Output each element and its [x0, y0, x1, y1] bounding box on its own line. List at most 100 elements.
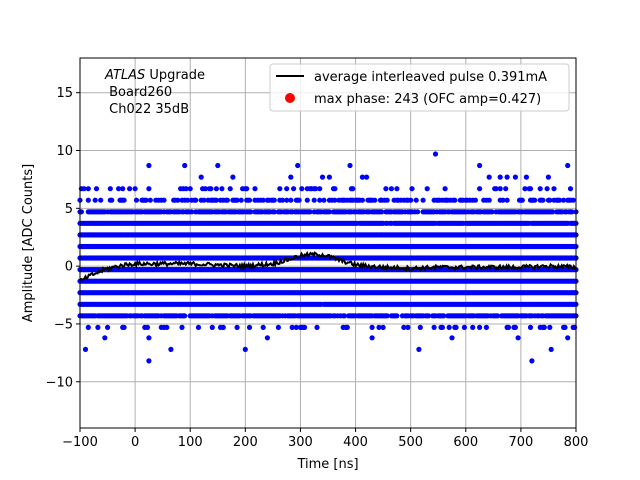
sample-point — [569, 209, 575, 215]
sample-outlier-point — [565, 162, 571, 169]
sample-point — [523, 174, 530, 180]
sample-point — [121, 324, 127, 330]
average-pulse-path — [79, 250, 577, 281]
sample-point — [446, 324, 452, 330]
sample-point — [288, 174, 294, 180]
sample-point — [505, 324, 512, 330]
sample-point — [453, 324, 459, 330]
sample-point — [284, 186, 290, 192]
sample-point — [545, 174, 552, 180]
sample-point — [383, 186, 389, 192]
y-axis: −10 −5 0 5 10 15 — [46, 86, 80, 390]
sample-point — [486, 174, 492, 180]
sample-point — [326, 174, 332, 180]
sample-point — [550, 209, 556, 215]
sample-outlier-point — [432, 151, 439, 157]
annotation-line-1: ATLAS Upgrade — [104, 68, 205, 83]
sample-point — [95, 324, 101, 330]
sample-point — [132, 186, 138, 192]
sample-point — [504, 197, 510, 203]
sample-point — [424, 186, 430, 192]
legend-box — [269, 63, 570, 112]
sample-point — [401, 324, 407, 330]
sample-point — [183, 186, 189, 192]
legend-marker-swatch — [285, 93, 295, 103]
x-tick-label: 800 — [564, 435, 589, 450]
sample-point — [252, 186, 258, 192]
sample-outlier-point — [242, 346, 248, 352]
sample-point — [547, 324, 553, 330]
sample-point — [489, 209, 495, 215]
y-tick-label: 5 — [65, 202, 73, 217]
sample-point — [503, 186, 509, 192]
sample-point — [540, 197, 546, 203]
sample-point — [394, 313, 400, 319]
sample-outlier-point — [529, 358, 535, 364]
sample-point — [415, 209, 421, 215]
sample-outlier-point — [295, 162, 301, 169]
sample-point — [567, 186, 574, 192]
sample-point — [527, 186, 534, 192]
sample-point — [195, 324, 202, 330]
y-tick-label: −5 — [54, 317, 73, 332]
sample-point — [275, 324, 281, 330]
sample-point — [175, 197, 181, 203]
sample-point — [189, 209, 195, 215]
sample-point — [461, 324, 467, 330]
x-axis-label: Time [ns] — [296, 457, 358, 472]
sample-point — [332, 197, 338, 203]
sample-point — [417, 324, 423, 330]
sample-point — [230, 174, 236, 180]
legend-entry-average-pulse: average interleaved pulse 0.391mA — [314, 70, 547, 85]
sample-point — [293, 324, 299, 330]
sample-point — [420, 197, 426, 203]
sample-point — [477, 324, 483, 330]
sample-outlier-point — [102, 335, 108, 341]
sample-point — [409, 186, 415, 192]
sample-point — [372, 197, 378, 203]
sample-point — [522, 186, 528, 192]
sample-point — [394, 186, 400, 192]
sample-point — [500, 197, 506, 203]
x-tick-label: 0 — [131, 435, 139, 450]
sample-point — [317, 197, 323, 203]
sample-point — [317, 186, 323, 192]
sample-point — [405, 324, 411, 330]
sample-point — [246, 197, 253, 203]
sample-point — [304, 197, 310, 203]
plot-frame — [79, 57, 577, 429]
sample-point — [219, 186, 225, 192]
sample-point — [246, 324, 253, 330]
sample-point — [187, 186, 193, 192]
sample-point — [341, 313, 348, 319]
y-tick-label: 10 — [56, 144, 73, 159]
sample-point — [260, 324, 266, 330]
sample-point — [541, 324, 547, 330]
sample-point — [344, 324, 350, 330]
sample-point — [413, 197, 419, 203]
sample-point — [105, 324, 111, 330]
sample-point — [234, 324, 240, 330]
sample-point — [213, 186, 219, 192]
sample-outlier-point — [146, 358, 152, 364]
sample-outlier-point — [182, 162, 188, 169]
sample-point — [556, 197, 563, 203]
sample-point — [493, 186, 499, 192]
annotation-upgrade: Upgrade — [145, 68, 205, 83]
sample-point — [547, 197, 553, 203]
sample-outlier-point — [565, 335, 571, 341]
x-tick-label: 400 — [343, 435, 368, 450]
sample-point — [133, 197, 140, 203]
sample-outlier-point — [215, 162, 221, 169]
sample-point — [562, 324, 568, 330]
sample-point — [85, 186, 91, 192]
sample-point — [426, 313, 432, 319]
sample-point — [442, 186, 448, 192]
sample-point — [504, 174, 510, 180]
sample-point — [271, 209, 277, 215]
sample-point — [431, 324, 437, 330]
sample-point — [379, 209, 385, 215]
sample-point — [81, 186, 87, 192]
sample-point — [388, 186, 394, 192]
